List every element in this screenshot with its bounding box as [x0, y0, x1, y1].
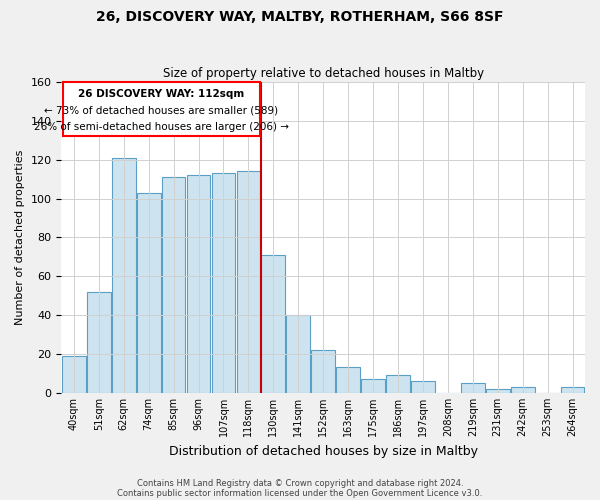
Bar [236, 172, 260, 392]
Bar [212, 174, 235, 392]
Bar [336, 368, 360, 392]
Bar [411, 381, 435, 392]
Bar [87, 292, 110, 392]
Text: Contains public sector information licensed under the Open Government Licence v3: Contains public sector information licen… [118, 488, 482, 498]
FancyBboxPatch shape [62, 82, 260, 136]
Bar [511, 387, 535, 392]
Bar [386, 375, 410, 392]
Bar [286, 315, 310, 392]
Bar [187, 175, 211, 392]
X-axis label: Distribution of detached houses by size in Maltby: Distribution of detached houses by size … [169, 444, 478, 458]
Bar [162, 177, 185, 392]
Bar [137, 192, 161, 392]
Y-axis label: Number of detached properties: Number of detached properties [15, 150, 25, 325]
Text: 26, DISCOVERY WAY, MALTBY, ROTHERHAM, S66 8SF: 26, DISCOVERY WAY, MALTBY, ROTHERHAM, S6… [96, 10, 504, 24]
Bar [311, 350, 335, 393]
Bar [486, 388, 509, 392]
Bar [62, 356, 86, 393]
Bar [112, 158, 136, 392]
Text: 26 DISCOVERY WAY: 112sqm: 26 DISCOVERY WAY: 112sqm [78, 89, 244, 99]
Text: ← 73% of detached houses are smaller (589): ← 73% of detached houses are smaller (58… [44, 106, 278, 116]
Text: Contains HM Land Registry data © Crown copyright and database right 2024.: Contains HM Land Registry data © Crown c… [137, 478, 463, 488]
Bar [560, 387, 584, 392]
Bar [461, 383, 485, 392]
Bar [262, 255, 285, 392]
Text: 26% of semi-detached houses are larger (206) →: 26% of semi-detached houses are larger (… [34, 122, 289, 132]
Title: Size of property relative to detached houses in Maltby: Size of property relative to detached ho… [163, 66, 484, 80]
Bar [361, 379, 385, 392]
